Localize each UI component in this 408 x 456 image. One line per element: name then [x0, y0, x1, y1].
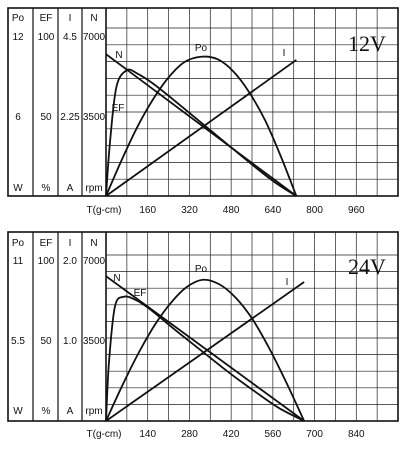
- x-axis-label: T(g-cm): [87, 429, 122, 440]
- axis-header-po: Po: [12, 13, 25, 24]
- x-tick-label: 960: [348, 205, 365, 216]
- axis-unit: A: [67, 406, 74, 417]
- axis-header-po: Po: [12, 238, 25, 249]
- chart-panel-12v: Po 12 6 W EF 100 50% I 4.5 2.25 A N 7000 3500 rpm T(g-c…: [7, 7, 399, 216]
- series-line-i: [105, 281, 305, 422]
- series-label-n: N: [115, 50, 122, 61]
- series-line-po: [105, 278, 305, 422]
- axis-mid-value: 6: [15, 112, 21, 123]
- x-tick-label: 560: [265, 429, 282, 440]
- series-line-po: [105, 55, 298, 197]
- series-label-ef: EF: [112, 103, 125, 114]
- x-tick-label: 140: [139, 429, 156, 440]
- x-tick-label: 800: [306, 205, 323, 216]
- axis-header-ef: EF: [40, 13, 53, 24]
- x-tick-label: 640: [265, 205, 282, 216]
- axis-header-i: I: [69, 13, 72, 24]
- x-tick-label: 280: [181, 429, 198, 440]
- axis-header-n: N: [90, 238, 97, 249]
- axis-unit: W: [13, 406, 23, 417]
- axis-top-value: 11: [13, 256, 24, 267]
- axis-unit: W: [13, 183, 23, 194]
- axis-top-value: 100: [38, 256, 55, 267]
- axis-header-n: N: [90, 13, 97, 24]
- axis-header-ef: EF: [40, 238, 53, 249]
- axis-header-i: I: [69, 238, 72, 249]
- chart-frame: [7, 7, 399, 197]
- axis-mid-value: 50: [40, 112, 52, 123]
- axis-top-value: 7000: [83, 32, 106, 43]
- axis-mid-value: 3500: [83, 112, 106, 123]
- series-line-n: [105, 275, 305, 422]
- axis-unit: %: [42, 406, 51, 417]
- x-tick-label: 840: [348, 429, 365, 440]
- series-label-ef: EF: [134, 288, 147, 299]
- axis-unit: rpm: [85, 406, 102, 417]
- axis-top-value: 7000: [83, 256, 106, 267]
- axis-unit: %: [42, 183, 51, 194]
- series-label-n: N: [113, 273, 120, 284]
- voltage-label: 24V: [348, 254, 386, 279]
- chart-frame: [7, 231, 399, 422]
- axis-unit: rpm: [85, 183, 102, 194]
- axis-unit: A: [67, 183, 74, 194]
- series-label-po: Po: [195, 43, 208, 54]
- x-tick-label: 700: [306, 429, 323, 440]
- axis-top-value: 4.5: [63, 32, 77, 43]
- x-tick-label: 420: [223, 429, 240, 440]
- x-axis-label: T(g-cm): [87, 205, 122, 216]
- axis-mid-value: 2.25: [60, 112, 80, 123]
- axis-mid-value: 5.5: [11, 336, 25, 347]
- axis-top-value: 12: [12, 32, 24, 43]
- axis-top-value: 100: [38, 32, 55, 43]
- axis-mid-value: 3500: [83, 336, 106, 347]
- x-tick-label: 320: [181, 205, 198, 216]
- series-line-ef: [105, 68, 297, 197]
- axis-top-value: 2.0: [63, 256, 77, 267]
- series-label-i: I: [283, 48, 286, 59]
- axis-mid-value: 50: [40, 336, 52, 347]
- series-label-po: Po: [195, 264, 208, 275]
- series-line-n: [105, 53, 297, 197]
- axis-mid-value: 1.0: [63, 336, 77, 347]
- series-line-i: [105, 59, 297, 197]
- x-tick-label: 480: [223, 205, 240, 216]
- chart-panel-24v: Po 11 5.5 W EF 100 50% I 2.0 1.0 A N 7000 3500 rpm T(g-…: [7, 231, 399, 440]
- voltage-label: 12V: [348, 31, 386, 56]
- series-line-ef: [105, 295, 305, 422]
- series-label-i: I: [286, 277, 289, 288]
- x-tick-label: 160: [139, 205, 156, 216]
